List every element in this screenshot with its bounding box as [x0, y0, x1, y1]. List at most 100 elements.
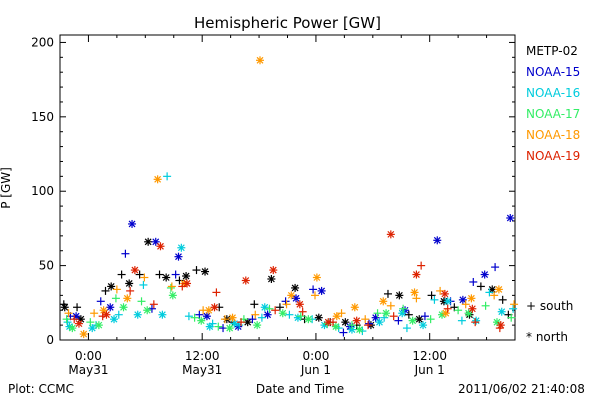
noaa-17-south-point — [214, 322, 223, 331]
noaa-17-south-point — [166, 283, 175, 292]
noaa-18-north-point — [99, 306, 108, 315]
metp-02-south-point — [427, 291, 436, 300]
noaa-18-south-point — [220, 315, 229, 324]
x-axis-label: Date and Time — [255, 382, 345, 396]
metp-02-south-point — [476, 282, 485, 291]
plot-credit: Plot: CCMC — [8, 382, 74, 396]
noaa-19-south-point — [212, 288, 221, 297]
noaa-16-north-point — [398, 309, 407, 318]
metp-02-north-point — [144, 237, 153, 246]
metp-02-north-point — [201, 267, 210, 276]
x-tick-label: 12:00 — [185, 349, 220, 363]
noaa-19-north-point — [74, 319, 83, 328]
x-tick-date-label: Jun 1 — [300, 363, 331, 377]
noaa-19-north-point — [386, 230, 395, 239]
noaa-18-north-point — [379, 297, 388, 306]
metp-02-south-point — [117, 270, 126, 279]
noaa-15-south-point — [365, 319, 374, 328]
metp-02-north-point — [267, 275, 276, 283]
metp-02-north-point — [314, 313, 323, 322]
metp-02-south-point — [73, 303, 82, 312]
noaa-19-south-point — [237, 318, 246, 327]
noaa-16-north-point — [375, 318, 384, 327]
noaa-15-north-point — [433, 236, 442, 245]
noaa-15-south-point — [121, 249, 130, 258]
noaa-15-north-point — [458, 295, 467, 304]
metp-02-south-point — [135, 270, 144, 279]
noaa-18-north-point — [494, 285, 503, 294]
noaa-19-north-point — [295, 300, 304, 309]
legend-symbol-south: + south — [526, 299, 573, 313]
noaa-15-north-point — [480, 270, 489, 279]
noaa-19-south-point — [389, 312, 398, 321]
noaa-17-south-point — [111, 294, 120, 303]
metp-02-north-point — [182, 272, 191, 281]
noaa-15-south-point — [469, 277, 478, 286]
metp-02-north-point — [162, 273, 171, 282]
noaa-19-north-point — [210, 303, 219, 312]
noaa-19-north-point — [183, 279, 192, 288]
y-tick-label: 150 — [31, 110, 54, 124]
y-tick-label: 0 — [46, 333, 54, 347]
legend-symbol-glyph: + — [526, 299, 537, 313]
noaa-17-north-point — [119, 303, 128, 312]
metp-02-south-point — [155, 270, 164, 279]
legend-item-metp-02: METP-02 — [526, 44, 578, 58]
noaa-18-south-point — [510, 300, 519, 309]
metp-02-south-point — [275, 303, 284, 312]
noaa-16-north-point — [260, 303, 269, 312]
noaa-17-north-point — [382, 309, 391, 318]
y-axis-label: P [GW] — [0, 167, 13, 209]
noaa-19-north-point — [241, 276, 250, 285]
noaa-15-south-point — [491, 263, 500, 272]
noaa-18-south-point — [140, 273, 149, 282]
noaa-19-north-point — [440, 289, 449, 298]
noaa-19-south-point — [364, 321, 373, 330]
noaa-18-north-point — [312, 273, 321, 282]
x-tick-label: 0:00 — [75, 349, 102, 363]
noaa-16-south-point — [184, 312, 193, 321]
noaa-18-south-point — [167, 282, 176, 291]
noaa-16-south-point — [163, 172, 172, 181]
noaa-16-north-point — [205, 322, 214, 331]
legend-item-noaa-19: NOAA-19 — [526, 149, 581, 163]
chart-title: Hemispheric Power [GW] — [194, 14, 381, 32]
y-tick-label: 100 — [31, 184, 54, 198]
noaa-17-south-point — [62, 315, 71, 324]
x-tick-date-label: May31 — [182, 363, 222, 377]
noaa-19-south-point — [70, 315, 79, 324]
noaa-18-north-point — [228, 313, 237, 322]
noaa-18-south-point — [386, 301, 395, 310]
noaa-18-north-point — [287, 291, 296, 300]
noaa-15-south-point — [248, 315, 257, 324]
noaa-16-south-point — [285, 310, 294, 319]
noaa-18-south-point — [337, 309, 346, 318]
noaa-19-south-point — [417, 261, 426, 270]
x-tick-date-label: May31 — [68, 363, 108, 377]
noaa-18-north-point — [256, 56, 265, 65]
noaa-17-south-point — [507, 313, 516, 322]
noaa-17-south-point — [86, 318, 95, 327]
noaa-19-south-point — [149, 300, 158, 309]
noaa-18-south-point — [361, 315, 370, 324]
noaa-16-south-point — [114, 310, 123, 319]
legend-item-noaa-15: NOAA-15 — [526, 65, 581, 79]
noaa-15-north-point — [128, 219, 137, 228]
metp-02-north-point — [415, 315, 424, 324]
noaa-19-north-point — [102, 310, 111, 319]
noaa-17-south-point — [426, 315, 435, 324]
noaa-15-north-point — [106, 303, 115, 312]
noaa-17-south-point — [454, 306, 463, 315]
legend-item-noaa-17: NOAA-17 — [526, 107, 581, 121]
noaa-18-north-point — [79, 330, 88, 339]
legend-symbol-label: north — [535, 330, 569, 344]
x-tick-label: 12:00 — [412, 349, 447, 363]
noaa-17-south-point — [347, 321, 356, 330]
legend-symbol-label: south — [539, 299, 574, 313]
metp-02-south-point — [175, 276, 184, 285]
metp-02-south-point — [250, 300, 259, 309]
noaa-17-north-point — [304, 315, 313, 324]
noaa-17-north-point — [94, 321, 103, 330]
noaa-17-north-point — [143, 306, 152, 315]
noaa-17-south-point — [373, 309, 382, 318]
